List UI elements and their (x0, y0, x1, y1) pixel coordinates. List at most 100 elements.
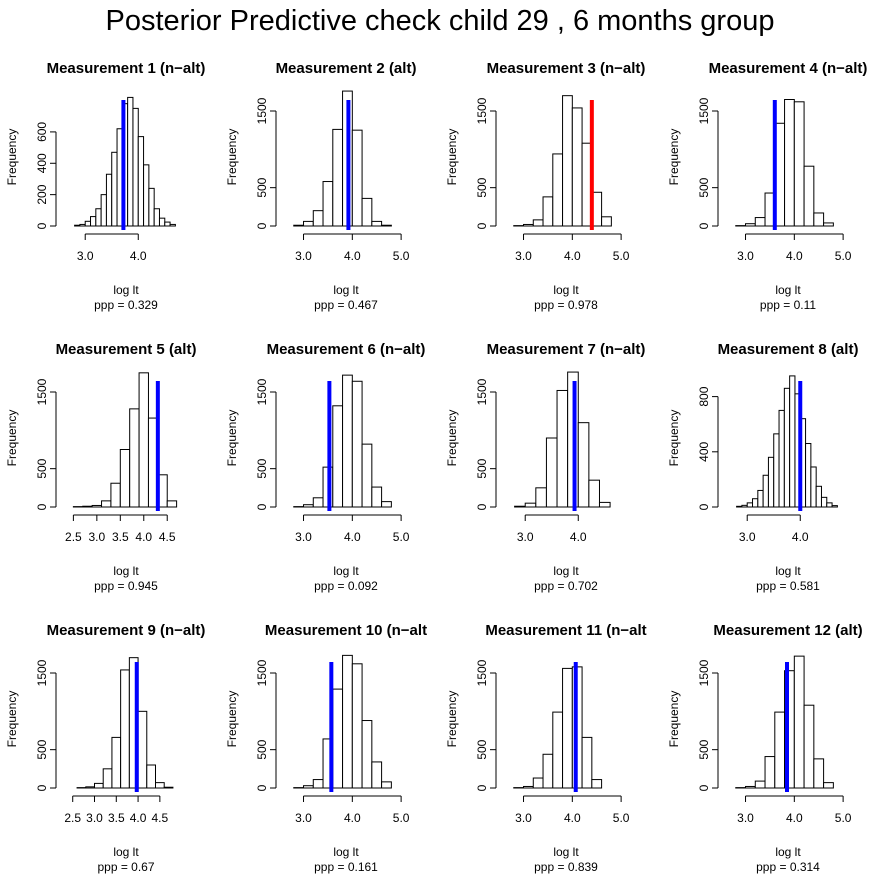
histogram-bar (137, 136, 145, 227)
x-tick-label: 5.0 (835, 249, 852, 263)
y-tick-label: 0 (697, 222, 711, 229)
panel-12: Measurement 12 (alt) 0 500 1500 Frequency 3.0… (667, 622, 863, 874)
histogram-bar (74, 224, 81, 227)
panel-title: Measurement 11 (n−alt (485, 622, 646, 639)
x-axis-label: log lt (113, 283, 139, 297)
x-tick-label: 4.0 (792, 530, 809, 544)
histogram-bar (85, 786, 96, 789)
x-tick-label: 3.0 (515, 811, 532, 825)
y-tick-label: 1500 (475, 378, 489, 405)
panel-title: Measurement 9 (n−alt) (47, 622, 206, 639)
x-tick-label: 4.0 (130, 811, 147, 825)
x-tick-label: 2.5 (64, 811, 81, 825)
panel-7: Measurement 7 (n−alt) 0 500 1500 Frequency 3.… (445, 341, 645, 593)
panel-1: Measurement 1 (n−alt) 0 200 400 600 Frequency… (5, 60, 205, 312)
histogram-bar (132, 107, 139, 227)
x-tick-label: 5.0 (613, 811, 630, 825)
histogram-bar (84, 220, 92, 227)
histogram-bar (351, 380, 363, 508)
panel-10: Measurement 10 (n−alt 0 500 1500 Frequency 3.… (225, 622, 427, 874)
histogram-bar (762, 474, 769, 508)
y-axis-label: Frequency (5, 129, 19, 186)
y-tick-label: 500 (475, 458, 489, 478)
x-tick-label: 3.0 (737, 249, 754, 263)
panel-4: Measurement 4 (n−alt) 0 500 1500 Frequency 3.… (667, 60, 867, 312)
histogram-bar (562, 667, 573, 789)
histogram-bar (95, 208, 102, 227)
x-tick-label: 4.0 (570, 530, 587, 544)
histogram-bar (745, 785, 756, 789)
y-tick-label: 1500 (255, 659, 269, 686)
x-axis-label: log lt (775, 283, 801, 297)
x-tick-label: 3.0 (737, 811, 754, 825)
histogram-bar (351, 663, 363, 789)
x-axis-label: log lt (553, 564, 579, 578)
histogram-bar (101, 500, 112, 508)
histogram-bar (312, 210, 324, 227)
histogram-bar (745, 223, 756, 227)
x-tick-label: 3.0 (295, 249, 312, 263)
y-tick-label: 500 (35, 739, 49, 759)
histogram-bar (127, 96, 134, 227)
histogram-bar (105, 173, 113, 227)
ppp-value-label: ppp = 0.314 (756, 860, 820, 874)
x-tick-label: 4.0 (130, 249, 147, 263)
histogram-bar (778, 409, 785, 508)
histogram-bar (332, 405, 344, 508)
histogram-bar (562, 95, 573, 227)
histogram-bar (545, 437, 558, 508)
histogram-bar (312, 497, 324, 508)
histogram-bar (351, 129, 363, 227)
x-tick-label: 5.0 (393, 530, 410, 544)
histogram-bar (332, 688, 344, 789)
y-tick-label: 0 (697, 503, 711, 510)
histogram-bar (371, 486, 383, 508)
histogram-bar (783, 387, 791, 508)
panel-11: Measurement 11 (n−alt 0 500 1500 Frequency 3.… (445, 622, 647, 874)
panel-9: Measurement 9 (n−alt) 0 500 1500 Frequency 2.… (5, 622, 205, 874)
y-tick-label: 500 (255, 458, 269, 478)
histogram-bar (137, 710, 148, 789)
histogram-bar (793, 655, 805, 789)
histogram-bar (793, 101, 805, 227)
x-tick-label: 4.0 (564, 249, 581, 263)
histogram-bar (143, 164, 150, 227)
x-tick-label: 4.0 (786, 249, 803, 263)
histogram-bar (588, 479, 600, 508)
x-tick-label: 5.0 (835, 811, 852, 825)
histogram-bar (524, 502, 537, 508)
y-tick-label: 1500 (35, 659, 49, 686)
histogram-bar (784, 99, 795, 227)
histogram-bar (90, 216, 97, 227)
histogram-bar (303, 785, 314, 789)
x-axis-label: log lt (333, 845, 359, 859)
histogram-bar (820, 496, 828, 508)
ppp-value-label: ppp = 0.839 (534, 860, 598, 874)
histogram-panels: Measurement 1 (n−alt) 0 200 400 600 Frequency… (5, 60, 867, 874)
ppp-value-label: ppp = 0.092 (314, 579, 378, 593)
histogram-bar (823, 222, 834, 227)
y-tick-label: 1500 (255, 378, 269, 405)
histogram-bar (803, 165, 815, 227)
histogram-bar (552, 711, 564, 789)
x-tick-label: 4.0 (344, 249, 361, 263)
y-axis-label: Frequency (5, 410, 19, 467)
histogram-bar (542, 753, 554, 789)
histogram-bar (111, 736, 122, 789)
histogram-bar (774, 711, 786, 789)
histogram-bar (153, 208, 160, 227)
ppp-value-label: ppp = 0.945 (94, 579, 158, 593)
y-axis-label: Frequency (5, 691, 19, 748)
y-axis-label: Frequency (667, 410, 681, 467)
histogram-bar (158, 217, 166, 227)
histogram-bar (598, 501, 611, 508)
ppp-value-label: ppp = 0.467 (314, 298, 378, 312)
histogram-bar (110, 482, 121, 508)
histogram-bar (111, 151, 118, 227)
x-axis-label: log lt (113, 845, 139, 859)
histogram-bar (163, 786, 174, 789)
x-tick-label: 3.0 (89, 530, 106, 544)
y-tick-label: 0 (255, 222, 269, 229)
histogram-bar (91, 504, 103, 508)
x-tick-label: 4.0 (344, 811, 361, 825)
